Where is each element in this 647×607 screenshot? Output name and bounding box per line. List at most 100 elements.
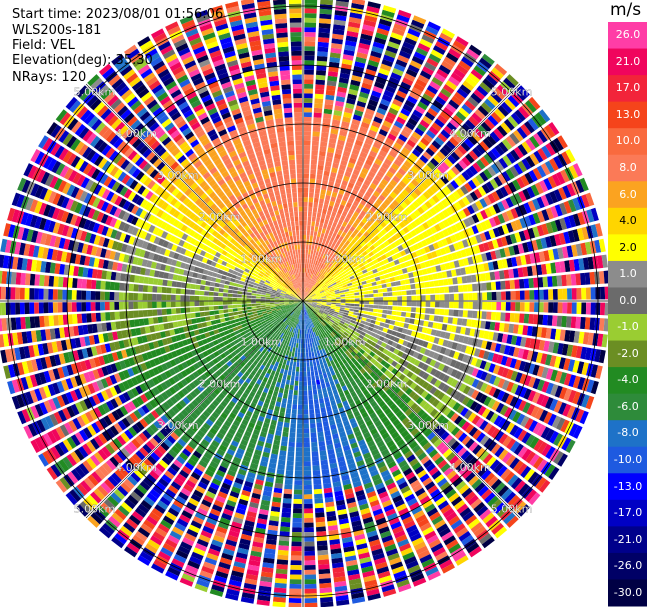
- velocity-gate: [365, 175, 374, 183]
- velocity-gate: [594, 349, 602, 363]
- velocity-gate: [293, 390, 298, 396]
- velocity-gate: [391, 254, 398, 261]
- velocity-gate: [417, 141, 427, 150]
- velocity-gate: [310, 164, 317, 170]
- velocity-gate: [523, 278, 530, 289]
- velocity-gate: [370, 166, 378, 174]
- velocity-gate: [353, 247, 359, 254]
- velocity-gate: [299, 362, 303, 368]
- velocity-gate: [451, 166, 461, 176]
- velocity-gate: [318, 564, 330, 570]
- velocity-gate: [518, 190, 527, 202]
- velocity-gate: [410, 330, 417, 337]
- velocity-gate: [501, 171, 511, 182]
- velocity-gate: [298, 329, 300, 334]
- velocity-gate: [426, 219, 434, 228]
- velocity-gate: [458, 310, 464, 317]
- velocity-gate: [354, 265, 361, 270]
- velocity-gate: [303, 381, 307, 386]
- velocity-gate: [291, 546, 302, 552]
- velocity-gate: [509, 165, 519, 178]
- velocity-gate: [428, 350, 435, 358]
- velocity-gate: [457, 199, 466, 209]
- velocity-gate: [307, 254, 311, 259]
- velocity-gate: [306, 273, 309, 278]
- velocity-gate: [312, 301, 318, 303]
- velocity-gate: [380, 178, 389, 186]
- velocity-gate: [335, 304, 341, 307]
- velocity-gate: [369, 301, 374, 305]
- velocity-gate: [333, 267, 338, 273]
- velocity-gate: [363, 179, 371, 187]
- velocity-gate: [467, 179, 477, 190]
- velocity-gate: [335, 197, 342, 204]
- velocity-gate: [307, 295, 312, 299]
- velocity-gate: [462, 310, 468, 318]
- velocity-gate: [416, 353, 424, 361]
- velocity-gate: [438, 64, 451, 75]
- velocity-gate: [309, 268, 312, 274]
- velocity-gate: [392, 296, 398, 301]
- velocity-gate: [281, 398, 287, 404]
- velocity-gate: [321, 383, 326, 389]
- velocity-gate: [317, 46, 329, 53]
- velocity-gate: [352, 262, 359, 268]
- velocity-gate: [517, 348, 525, 359]
- velocity-gate: [350, 259, 357, 265]
- velocity-gate: [360, 210, 367, 217]
- velocity-gate: [417, 184, 426, 193]
- velocity-gate: [303, 299, 308, 301]
- velocity-gate: [369, 125, 379, 133]
- velocity-gate: [432, 99, 444, 110]
- velocity-gate: [298, 343, 301, 349]
- velocity-gate: [365, 247, 372, 254]
- velocity-gate: [567, 230, 576, 243]
- velocity-gate: [417, 123, 427, 133]
- velocity-gate: [296, 338, 299, 344]
- velocity-gate: [367, 171, 376, 178]
- velocity-gate: [581, 287, 587, 300]
- velocity-gate: [445, 140, 456, 150]
- velocity-gate: [360, 256, 367, 263]
- velocity-gate: [337, 139, 345, 146]
- velocity-gate: [492, 227, 501, 238]
- velocity-gate: [421, 239, 428, 247]
- velocity-gate: [434, 287, 440, 294]
- velocity-gate: [391, 124, 402, 133]
- velocity-gate: [381, 283, 387, 288]
- velocity-gate: [544, 124, 556, 138]
- velocity-gate: [535, 238, 543, 250]
- velocity-gate: [384, 158, 393, 166]
- velocity-gate: [535, 112, 547, 125]
- velocity-gate: [489, 321, 496, 331]
- velocity-gate: [371, 146, 380, 154]
- velocity-gate: [446, 216, 454, 226]
- velocity-gate: [517, 324, 524, 335]
- velocity-gate: [425, 210, 434, 219]
- velocity-gate: [306, 287, 308, 293]
- velocity-gate: [362, 269, 368, 274]
- velocity-gate: [430, 216, 438, 225]
- velocity-gate: [484, 118, 495, 130]
- velocity-gate: [423, 178, 433, 187]
- velocity-gate: [303, 244, 306, 250]
- velocity-gate: [321, 295, 327, 297]
- velocity-gate: [464, 266, 471, 275]
- velocity-gate: [332, 28, 345, 36]
- velocity-gate: [419, 282, 425, 289]
- velocity-gate: [312, 131, 320, 137]
- velocity-gate: [303, 348, 306, 353]
- velocity-gate: [348, 157, 357, 165]
- velocity-gate: [325, 239, 330, 245]
- velocity-gate: [340, 305, 346, 308]
- velocity-gate: [335, 100, 345, 107]
- velocity-gate: [362, 328, 368, 333]
- velocity-gate: [313, 346, 317, 352]
- velocity-gate: [279, 450, 287, 456]
- velocity-gate: [442, 219, 450, 228]
- velocity-gate: [295, 347, 298, 353]
- velocity-gate: [303, 150, 311, 155]
- velocity-gate: [307, 371, 311, 377]
- velocity-gate: [363, 291, 369, 295]
- velocity-gate: [305, 293, 309, 298]
